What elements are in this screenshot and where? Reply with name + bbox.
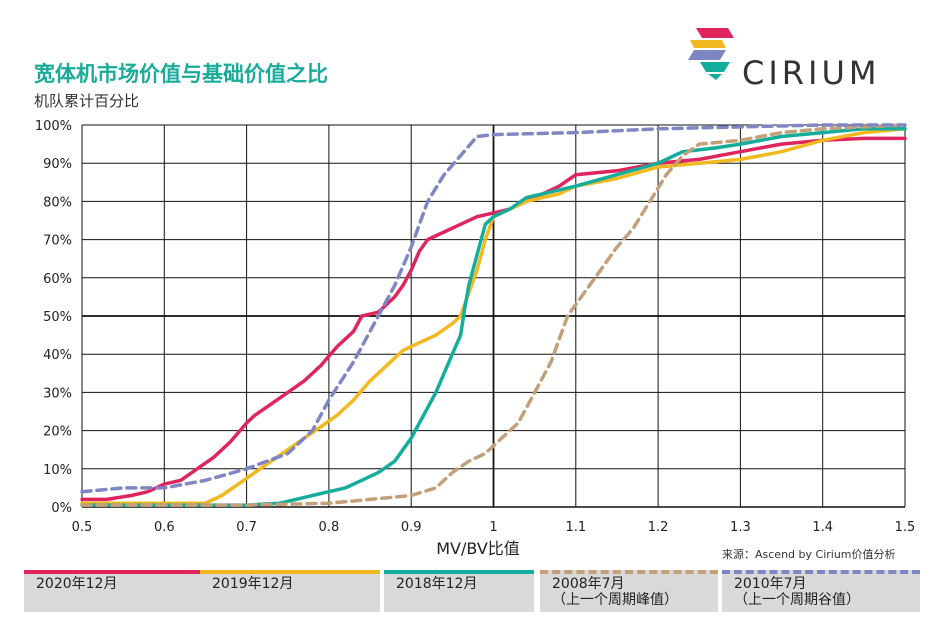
legend-item: 2008年7月 （上一个周期峰值） xyxy=(540,570,718,612)
cirium-logo-mark xyxy=(688,28,734,80)
chart-series xyxy=(80,123,907,507)
y-tick-label: 80% xyxy=(43,195,72,210)
cirium-logo xyxy=(688,28,734,80)
legend-item: 2010年7月 （上一个周期谷值） xyxy=(722,570,920,612)
x-tick-label: 1 xyxy=(489,520,497,535)
legend-label: 2008年7月 xyxy=(552,576,625,592)
series-line-4 xyxy=(80,123,907,507)
y-tick-label: 60% xyxy=(43,272,72,287)
chart-subtitle: 机队累计百分比 xyxy=(34,92,140,110)
y-tick-label: 10% xyxy=(43,463,72,478)
chart-ticks: 0.5 0.6 0.7 0.8 0.9 1 1.1 1.2 1.3 1.4 1.5 0% 10% 20% 3… xyxy=(35,119,916,535)
source-note: 来源：Ascend by Cirium价值分析 xyxy=(722,548,896,561)
y-tick-label: 70% xyxy=(43,234,72,249)
legend-swatch xyxy=(24,570,200,574)
legend-label: 2019年12月 xyxy=(212,576,294,592)
x-tick-label: 1.3 xyxy=(730,520,751,535)
x-axis-label: MV/BV比值 xyxy=(436,539,520,558)
chart-grid xyxy=(81,124,906,508)
x-tick-label: 0.6 xyxy=(154,520,175,535)
legend-swatch xyxy=(722,570,920,574)
x-tick-label: 0.8 xyxy=(319,520,340,535)
x-tick-label: 0.5 xyxy=(72,520,93,535)
x-tick-label: 0.9 xyxy=(401,520,422,535)
legend-item: 2019年12月 xyxy=(200,570,380,612)
y-tick-label: 40% xyxy=(43,348,72,363)
legend-sublabel: （上一个周期峰值） xyxy=(552,592,678,608)
chart-title: 宽体机市场价值与基础价值之比 xyxy=(34,62,328,86)
cirium-wordmark: CIRIUM xyxy=(742,54,881,92)
legend-sublabel: （上一个周期谷值） xyxy=(734,592,860,608)
x-tick-label: 0.7 xyxy=(236,520,257,535)
y-tick-label: 30% xyxy=(43,386,72,401)
series-line-2 xyxy=(80,127,907,505)
y-tick-label: 50% xyxy=(43,310,72,325)
y-tick-label: 90% xyxy=(43,157,72,172)
series-line-5 xyxy=(80,123,907,494)
x-tick-label: 1.5 xyxy=(895,520,916,535)
y-tick-label: 100% xyxy=(35,119,72,134)
legend-label: 2020年12月 xyxy=(36,576,118,592)
legend-swatch xyxy=(384,570,534,574)
legend-label: 2018年12月 xyxy=(396,576,478,592)
legend-item: 2018年12月 xyxy=(384,570,534,612)
legend-swatch xyxy=(200,570,380,574)
x-tick-label: 1.1 xyxy=(565,520,586,535)
y-tick-label: 0% xyxy=(51,501,72,516)
series-line-1 xyxy=(80,136,907,502)
legend-label: 2010年7月 xyxy=(734,576,807,592)
x-tick-label: 1.4 xyxy=(812,520,833,535)
legend-item: 2020年12月 xyxy=(24,570,200,612)
x-tick-label: 1.2 xyxy=(648,520,669,535)
y-tick-label: 20% xyxy=(43,425,72,440)
legend-swatch xyxy=(540,570,718,574)
